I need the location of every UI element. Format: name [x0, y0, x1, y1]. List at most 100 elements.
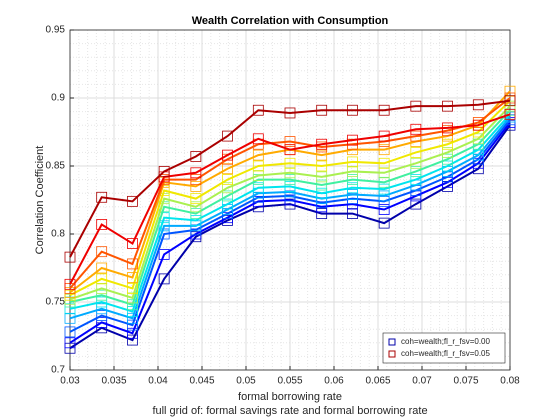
point-marker	[252, 104, 264, 116]
point-marker	[96, 316, 108, 328]
series-line	[69, 119, 511, 333]
point-marker	[410, 130, 422, 142]
point-marker	[347, 189, 358, 200]
point-marker	[442, 138, 453, 150]
point-marker	[442, 160, 453, 172]
y-axis-label: Correlation Coefficient	[34, 146, 46, 255]
point-marker	[222, 174, 233, 186]
point-marker	[127, 299, 138, 311]
point-marker	[127, 272, 138, 283]
point-marker	[190, 214, 202, 226]
point-marker	[442, 100, 453, 112]
point-marker	[472, 133, 484, 145]
point-marker	[284, 174, 296, 186]
point-marker	[64, 278, 76, 290]
point-marker	[347, 208, 358, 220]
x-tick-label: 0.035	[101, 376, 126, 387]
point-marker	[316, 138, 328, 150]
point-marker	[378, 157, 390, 169]
point-marker	[222, 149, 233, 161]
point-marker	[190, 174, 202, 186]
series-line	[69, 113, 511, 313]
x-tick-label: 0.06	[324, 376, 344, 387]
point-marker	[158, 220, 170, 232]
point-marker	[127, 312, 138, 324]
point-marker	[378, 176, 390, 188]
point-marker	[410, 123, 422, 135]
point-marker	[347, 134, 358, 146]
series-line	[69, 121, 511, 344]
point-marker	[252, 149, 264, 161]
point-marker	[64, 251, 76, 263]
point-marker	[347, 182, 358, 194]
point-marker	[127, 327, 138, 339]
y-tick-label: 0.75	[46, 297, 66, 308]
point-marker	[96, 191, 108, 203]
point-marker	[410, 198, 422, 210]
point-marker	[378, 104, 390, 116]
point-marker	[64, 326, 76, 338]
point-marker	[190, 193, 202, 205]
point-marker	[190, 208, 202, 220]
point-marker	[127, 334, 138, 346]
point-marker	[316, 149, 328, 161]
point-marker	[378, 144, 390, 156]
x-tick-label: 0.08	[500, 376, 520, 387]
legend: coh=wealth;fl_r_fsv=0.00 coh=wealth;fl_r_…	[382, 332, 506, 364]
series-line	[69, 99, 511, 258]
point-marker	[158, 248, 170, 260]
point-marker	[96, 296, 108, 308]
point-marker	[127, 306, 138, 317]
point-marker	[472, 126, 484, 138]
x-tick-label: 0.055	[277, 376, 302, 387]
point-marker	[410, 174, 422, 186]
legend-swatch	[388, 338, 396, 346]
point-marker	[284, 167, 296, 179]
point-marker	[378, 167, 390, 179]
legend-label: coh=wealth;fl_r_fsv=0.05	[401, 349, 490, 358]
point-marker	[410, 146, 422, 158]
point-marker	[158, 212, 170, 224]
point-marker	[96, 282, 108, 294]
point-marker	[127, 195, 138, 207]
point-marker	[347, 174, 358, 186]
point-marker	[347, 166, 358, 177]
point-marker	[316, 104, 328, 116]
point-marker	[410, 157, 422, 169]
point-marker	[378, 190, 390, 202]
y-tick-label: 0.85	[46, 161, 66, 172]
point-marker	[96, 289, 108, 301]
point-marker	[127, 282, 138, 294]
x-tick-label: 0.07	[412, 376, 432, 387]
x-tick-label: 0.075	[453, 376, 478, 387]
point-marker	[222, 130, 233, 142]
point-marker	[442, 146, 453, 158]
y-tick-label: 0.7	[51, 365, 65, 376]
series-line	[69, 97, 511, 290]
point-marker	[127, 258, 138, 270]
series-line	[69, 116, 511, 320]
point-marker	[64, 303, 76, 315]
point-marker	[442, 122, 453, 134]
point-marker	[252, 160, 264, 172]
point-marker	[64, 312, 76, 324]
point-marker	[158, 166, 170, 177]
point-marker	[96, 246, 108, 258]
point-marker	[316, 187, 328, 199]
point-marker	[96, 303, 108, 315]
point-marker	[64, 342, 76, 354]
point-marker	[378, 183, 390, 195]
point-marker	[222, 190, 233, 202]
point-marker	[96, 273, 108, 285]
point-marker	[222, 182, 233, 194]
series-line	[69, 100, 511, 297]
point-marker	[190, 151, 202, 162]
point-marker	[222, 163, 233, 175]
y-tick-label: 0.95	[46, 25, 66, 36]
point-marker	[96, 219, 108, 230]
y-tick-label: 0.9	[51, 93, 65, 104]
point-marker	[378, 204, 390, 215]
point-marker	[347, 156, 358, 168]
point-marker	[378, 130, 390, 142]
